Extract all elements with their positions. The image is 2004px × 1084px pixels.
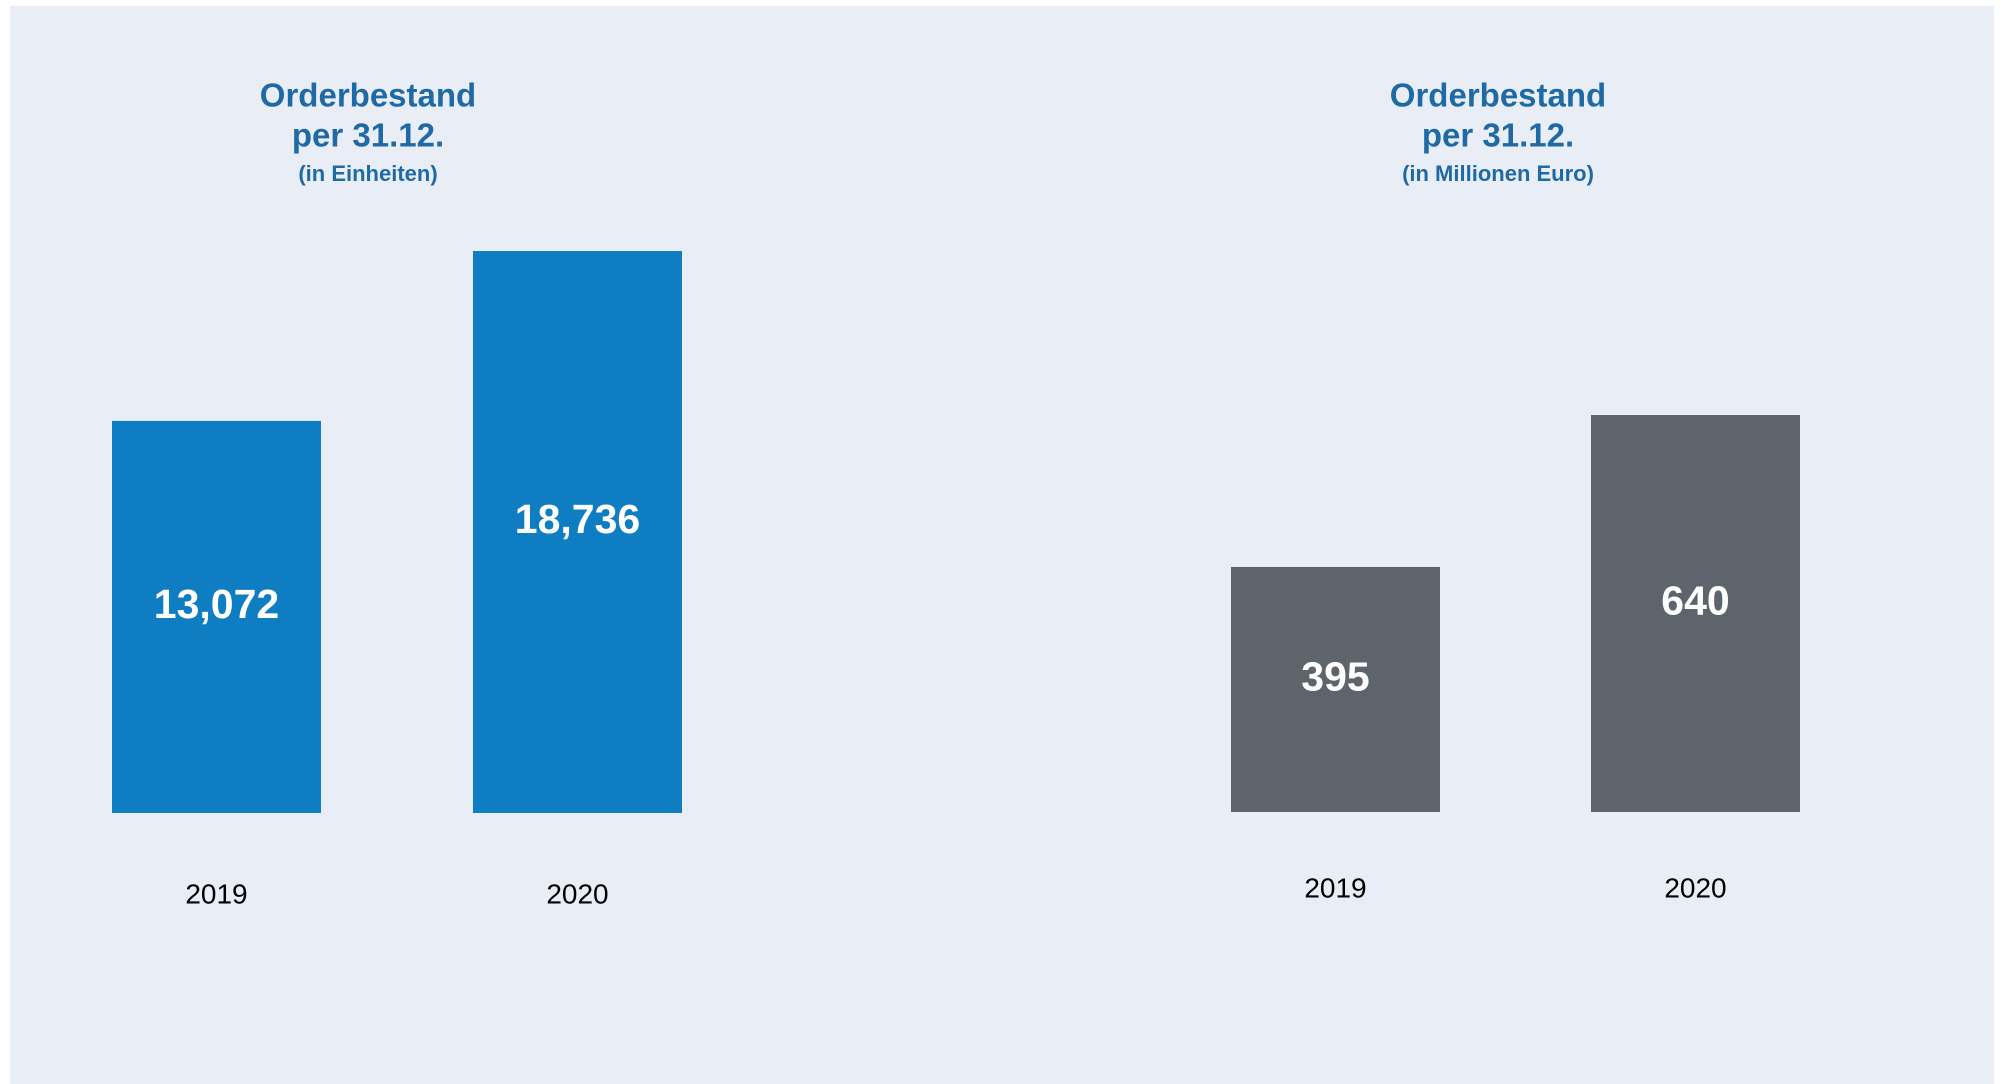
x-tick-label: 2020	[1664, 872, 1726, 903]
chart-title: per 31.12.	[292, 117, 444, 154]
chart-title: Orderbestand	[260, 77, 476, 114]
x-tick-label: 2019	[1304, 872, 1366, 903]
chart-title: per 31.12.	[1422, 117, 1574, 154]
x-tick-label: 2019	[185, 878, 247, 909]
value-label: 13,072	[154, 581, 279, 627]
value-label: 395	[1301, 653, 1369, 699]
chart-subtitle: (in Einheiten)	[298, 161, 437, 186]
bar	[1591, 415, 1800, 812]
bar	[1231, 566, 1440, 812]
bar	[112, 420, 321, 813]
x-tick-label: 2020	[546, 878, 608, 909]
bar	[473, 251, 682, 813]
value-label: 640	[1661, 577, 1729, 623]
chart-subtitle: (in Millionen Euro)	[1402, 161, 1594, 186]
value-label: 18,736	[515, 496, 640, 542]
chart-title: Orderbestand	[1390, 77, 1606, 114]
